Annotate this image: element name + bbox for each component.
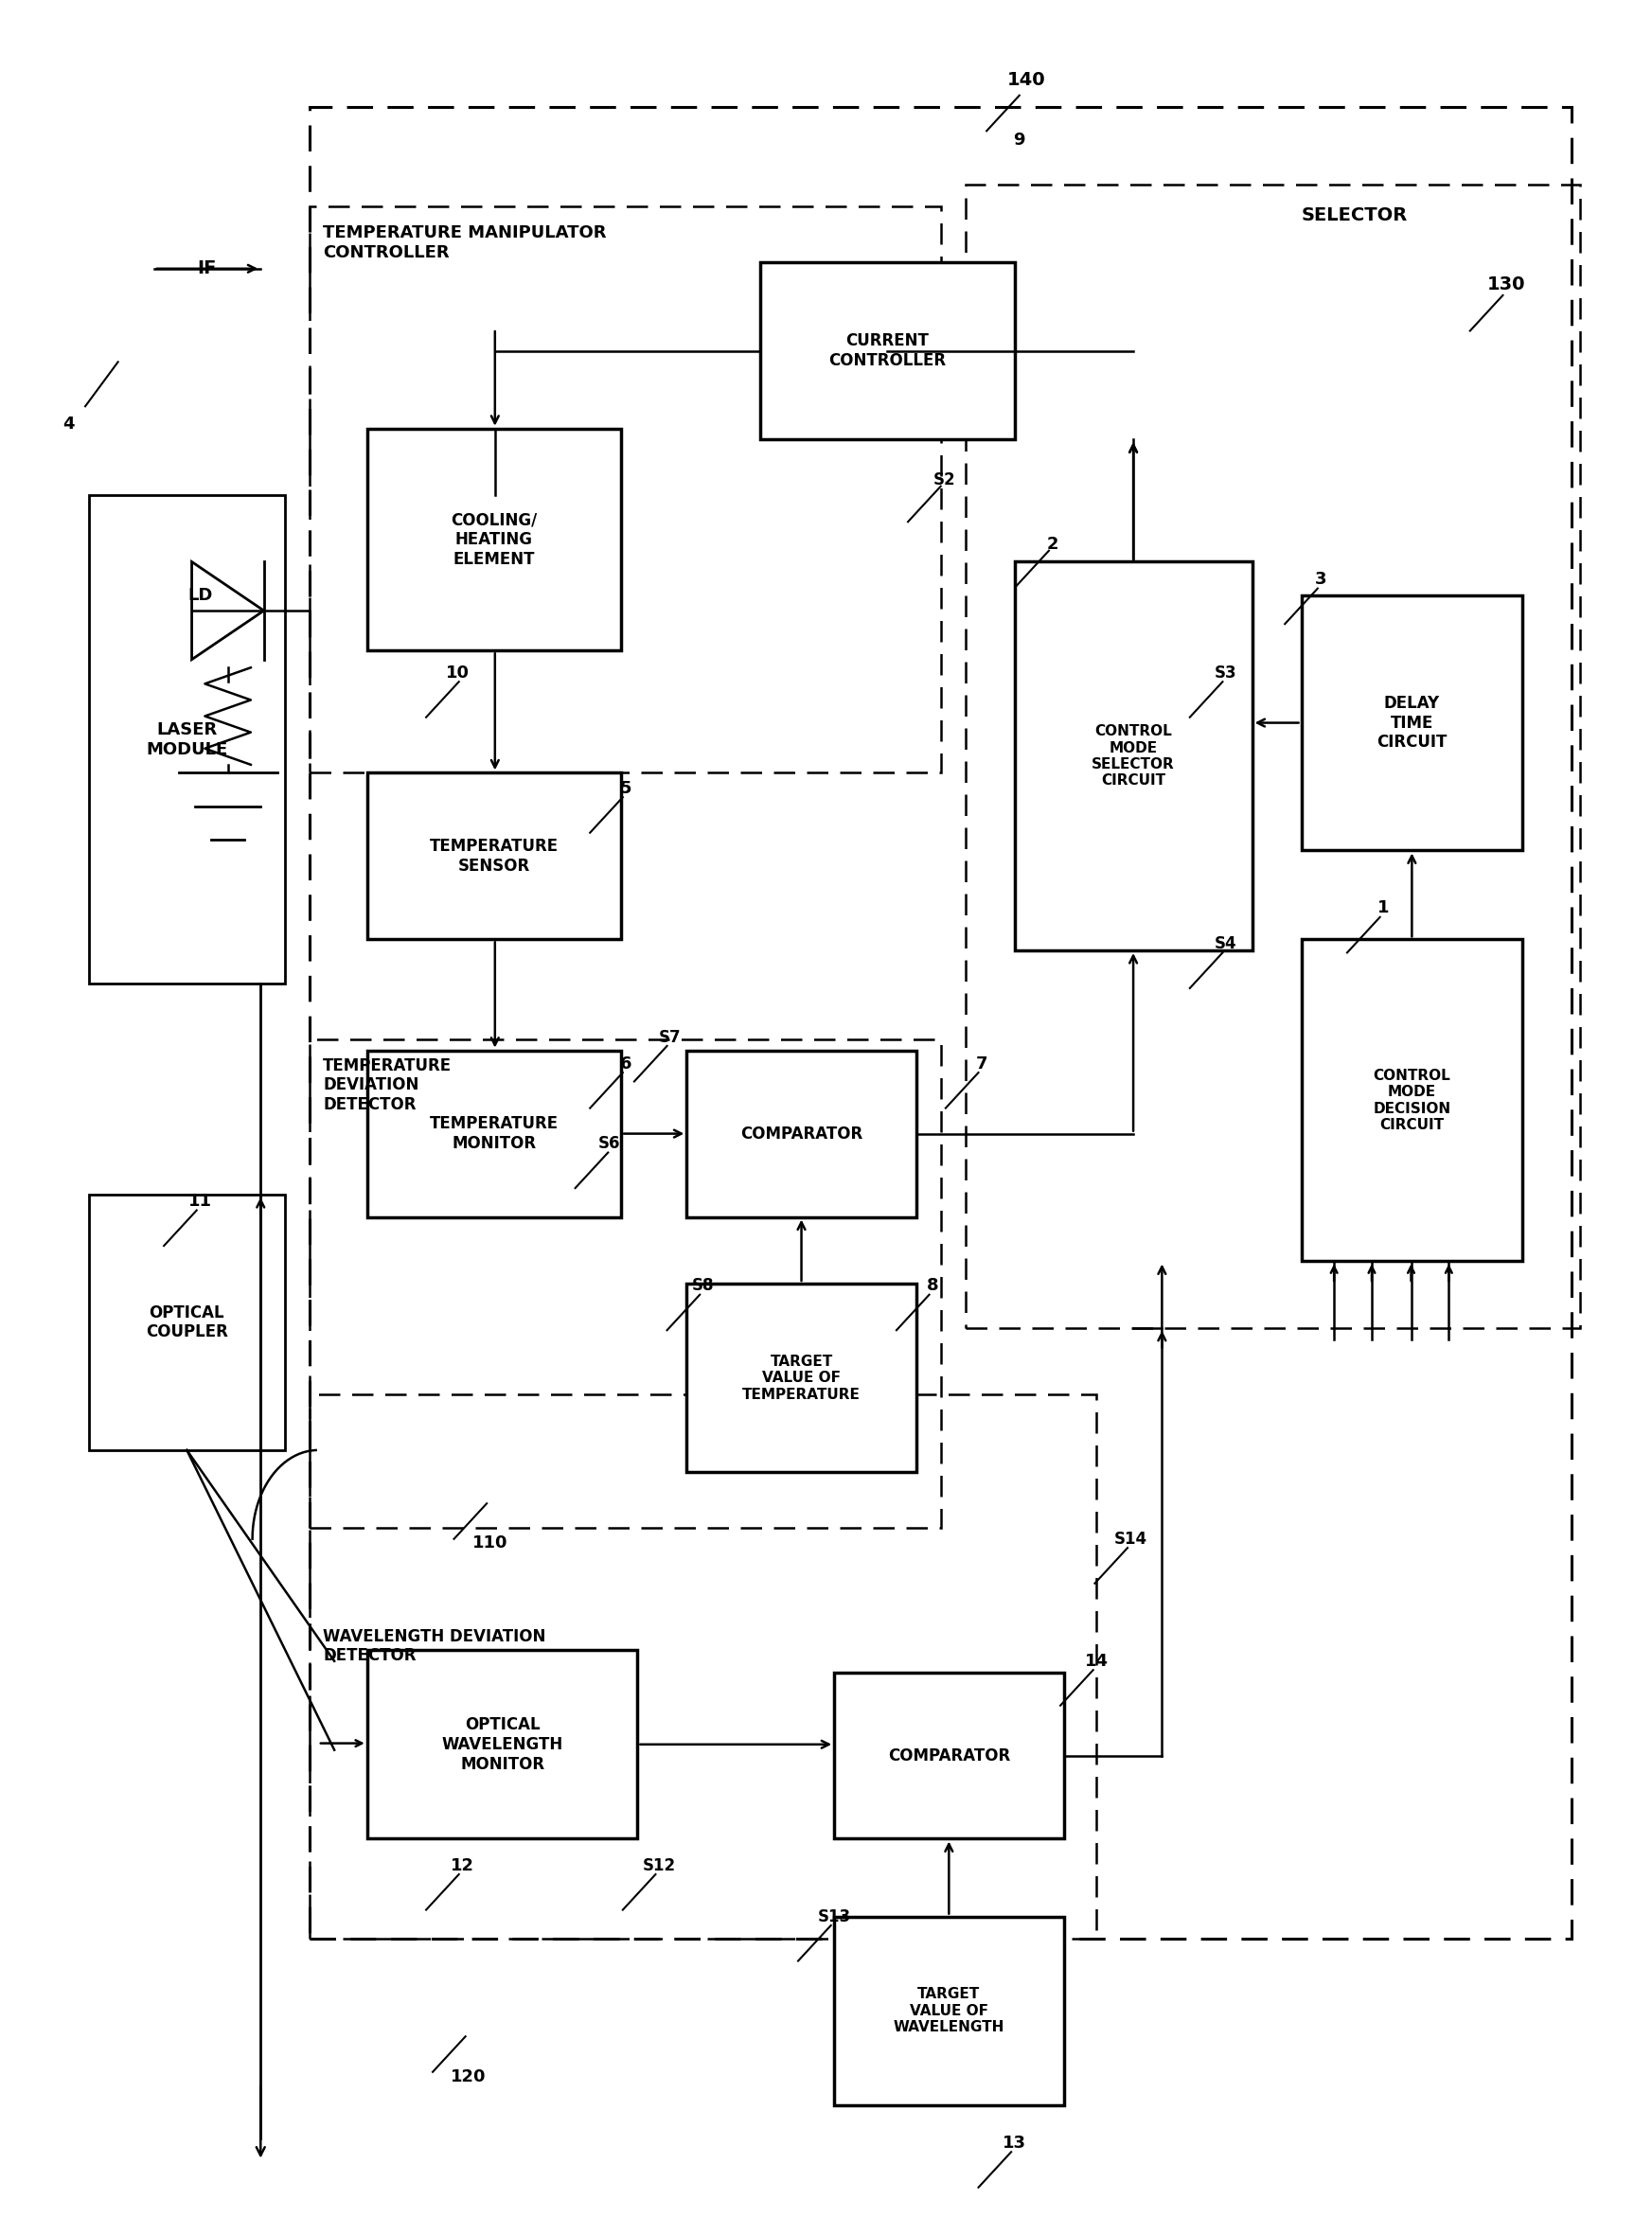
Bar: [367, 1651, 638, 1839]
Text: CURRENT
CONTROLLER: CURRENT CONTROLLER: [829, 333, 947, 369]
Text: LD: LD: [187, 588, 213, 603]
Text: TEMPERATURE MANIPULATOR
CONTROLLER: TEMPERATURE MANIPULATOR CONTROLLER: [322, 223, 606, 261]
Text: S12: S12: [643, 1856, 676, 1874]
Text: COOLING/
HEATING
ELEMENT: COOLING/ HEATING ELEMENT: [451, 512, 537, 567]
Bar: [89, 496, 286, 983]
Text: TEMPERATURE
DEVIATION
DETECTOR: TEMPERATURE DEVIATION DETECTOR: [322, 1057, 451, 1113]
Text: S8: S8: [692, 1278, 714, 1293]
Bar: [760, 261, 1014, 440]
Text: TEMPERATURE
MONITOR: TEMPERATURE MONITOR: [430, 1115, 558, 1153]
Bar: [1302, 938, 1523, 1262]
Text: LASER
MODULE: LASER MODULE: [145, 722, 228, 757]
Text: 9: 9: [1013, 132, 1026, 147]
Text: 8: 8: [927, 1278, 938, 1293]
Text: 5: 5: [620, 780, 633, 798]
Text: 14: 14: [1085, 1653, 1108, 1669]
Bar: [311, 107, 1571, 1939]
Text: 2: 2: [1046, 536, 1057, 552]
Text: 4: 4: [63, 416, 74, 433]
Text: 6: 6: [620, 1054, 633, 1072]
Text: S6: S6: [598, 1135, 621, 1153]
Bar: [367, 773, 621, 938]
Text: CONTROL
MODE
SELECTOR
CIRCUIT: CONTROL MODE SELECTOR CIRCUIT: [1092, 724, 1175, 789]
Bar: [834, 1673, 1064, 1839]
Text: 130: 130: [1487, 275, 1525, 293]
Bar: [367, 429, 621, 650]
Text: 7: 7: [976, 1054, 988, 1072]
Text: WAVELENGTH DEVIATION
DETECTOR: WAVELENGTH DEVIATION DETECTOR: [322, 1629, 545, 1664]
Text: S4: S4: [1214, 936, 1237, 952]
Bar: [1302, 594, 1523, 851]
Text: S7: S7: [659, 1028, 682, 1046]
Bar: [311, 1039, 940, 1528]
Bar: [311, 1394, 1097, 1939]
Text: IF: IF: [197, 259, 216, 277]
Bar: [89, 1195, 286, 1450]
Text: S13: S13: [818, 1908, 851, 1926]
Text: 1: 1: [1378, 900, 1389, 916]
Text: OPTICAL
COUPLER: OPTICAL COUPLER: [145, 1305, 228, 1340]
Text: 110: 110: [472, 1535, 507, 1553]
Text: 13: 13: [1003, 2133, 1026, 2151]
Text: SELECTOR: SELECTOR: [1302, 206, 1408, 223]
Text: COMPARATOR: COMPARATOR: [887, 1747, 1009, 1765]
Bar: [687, 1050, 917, 1218]
Text: 140: 140: [1006, 71, 1046, 89]
Text: OPTICAL
WAVELENGTH
MONITOR: OPTICAL WAVELENGTH MONITOR: [441, 1716, 563, 1772]
Text: TEMPERATURE
SENSOR: TEMPERATURE SENSOR: [430, 838, 558, 873]
Bar: [834, 1917, 1064, 2104]
Text: 3: 3: [1315, 572, 1327, 588]
Bar: [1014, 561, 1252, 949]
Text: 10: 10: [446, 663, 469, 681]
Text: DELAY
TIME
CIRCUIT: DELAY TIME CIRCUIT: [1376, 695, 1447, 751]
Bar: [311, 206, 940, 773]
Text: 12: 12: [451, 1856, 474, 1874]
Text: TARGET
VALUE OF
TEMPERATURE: TARGET VALUE OF TEMPERATURE: [742, 1354, 861, 1401]
Bar: [367, 1050, 621, 1218]
Bar: [965, 183, 1579, 1327]
Text: S2: S2: [933, 471, 955, 489]
Text: COMPARATOR: COMPARATOR: [740, 1126, 862, 1142]
Text: TARGET
VALUE OF
WAVELENGTH: TARGET VALUE OF WAVELENGTH: [894, 1988, 1004, 2035]
Text: 120: 120: [451, 2069, 486, 2084]
Bar: [687, 1285, 917, 1472]
Text: 11: 11: [188, 1193, 211, 1211]
Text: S3: S3: [1214, 663, 1237, 681]
Text: S14: S14: [1113, 1530, 1148, 1548]
Text: CONTROL
MODE
DECISION
CIRCUIT: CONTROL MODE DECISION CIRCUIT: [1373, 1068, 1450, 1133]
